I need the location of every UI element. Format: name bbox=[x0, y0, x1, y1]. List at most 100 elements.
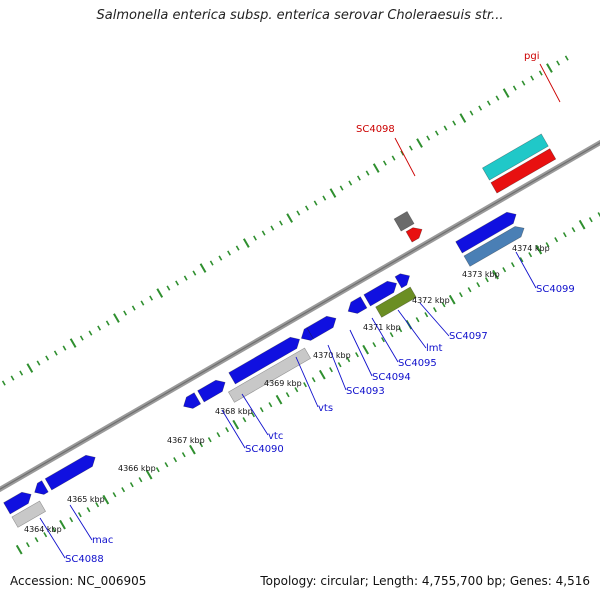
gene-label: SC4099 bbox=[536, 284, 575, 295]
gene-label: pgi bbox=[524, 51, 539, 62]
gene-leader-line bbox=[69, 504, 93, 541]
outer-tick-mark bbox=[538, 70, 543, 76]
genome-backbone-core bbox=[0, 142, 600, 490]
gene-vtc-blue bbox=[197, 379, 226, 403]
gene-leader-line bbox=[39, 517, 66, 559]
inner-tick-mark bbox=[484, 277, 489, 283]
inner-tick-mark bbox=[337, 362, 342, 368]
outer-tick-mark bbox=[36, 360, 41, 366]
inner-tick-mark bbox=[15, 544, 23, 555]
outer-tick-mark bbox=[183, 275, 188, 281]
inner-tick-mark bbox=[441, 302, 446, 308]
inner-tick-mark bbox=[145, 469, 153, 480]
outer-tick-mark bbox=[286, 213, 294, 223]
inner-tick-mark bbox=[502, 267, 507, 273]
outer-tick-mark bbox=[279, 220, 283, 226]
inner-tick-mark bbox=[362, 344, 370, 355]
gene-sc4099-blue bbox=[455, 211, 517, 254]
inner-tick-mark bbox=[216, 432, 221, 438]
inner-tick-mark bbox=[510, 262, 515, 268]
gene-lmt-blue bbox=[363, 280, 397, 307]
outer-tick-mark bbox=[530, 75, 535, 81]
outer-tick-mark bbox=[209, 260, 214, 266]
gene-sc4095-blue bbox=[347, 296, 368, 314]
gene-label: SC4098 bbox=[356, 124, 395, 135]
gene-leader-line bbox=[221, 409, 246, 449]
inner-tick-mark bbox=[458, 292, 463, 298]
gene-leader-line bbox=[394, 137, 416, 177]
inner-tick-mark bbox=[225, 427, 230, 433]
gene-sc4090-blue bbox=[183, 392, 202, 409]
map-title: Salmonella enterica subsp. enterica sero… bbox=[96, 8, 504, 23]
outer-tick-mark bbox=[426, 135, 431, 141]
inner-tick-mark bbox=[129, 482, 134, 488]
outer-tick-mark bbox=[242, 238, 250, 248]
inner-tick-mark bbox=[102, 494, 110, 505]
inner-tick-mark bbox=[173, 457, 178, 463]
gene-vts-blue bbox=[228, 336, 300, 385]
outer-tick-mark bbox=[235, 245, 240, 251]
gene-label: SC4094 bbox=[372, 372, 411, 383]
gene-label: vtc bbox=[268, 431, 283, 442]
inner-tick-mark bbox=[112, 492, 117, 498]
inner-tick-mark bbox=[346, 357, 351, 363]
outer-tick-mark bbox=[1, 380, 6, 386]
outer-tick-mark bbox=[339, 185, 344, 191]
outer-tick-mark bbox=[313, 200, 318, 206]
inner-tick-mark bbox=[303, 382, 307, 388]
inner-tick-mark bbox=[138, 477, 143, 483]
outer-tick-mark bbox=[512, 85, 517, 91]
tick-label: 4374 kbp bbox=[512, 244, 550, 253]
gene-mac-blue bbox=[44, 454, 96, 491]
inner-tick-mark bbox=[251, 412, 256, 418]
gene-label: lmt bbox=[426, 343, 443, 354]
outer-tick-mark bbox=[79, 335, 84, 341]
gene-leader-line bbox=[241, 393, 269, 436]
outer-tick-mark bbox=[478, 105, 483, 111]
outer-tick-mark bbox=[131, 305, 136, 311]
outer-tick-mark bbox=[502, 88, 510, 98]
outer-tick-mark bbox=[408, 145, 413, 151]
gene-pgi-cyan bbox=[482, 133, 549, 181]
inner-tick-mark bbox=[355, 352, 359, 358]
tick-label: 4365 kbp bbox=[67, 495, 105, 504]
inner-tick-mark bbox=[181, 452, 186, 458]
outer-tick-mark bbox=[356, 175, 361, 181]
inner-tick-mark bbox=[424, 312, 429, 318]
tick-label: 4368 kbp bbox=[215, 407, 253, 416]
inner-tick-mark bbox=[389, 332, 394, 338]
gene-label: SC4090 bbox=[245, 444, 284, 455]
inner-tick-mark bbox=[207, 437, 212, 443]
gene-leader-line bbox=[419, 302, 450, 337]
gene-sc4098-red bbox=[405, 227, 423, 243]
outer-tick-mark bbox=[443, 125, 448, 131]
inner-tick-mark bbox=[164, 462, 169, 468]
tick-label: 4366 kbp bbox=[118, 464, 156, 473]
gene-label: SC4097 bbox=[449, 331, 488, 342]
outer-tick-mark bbox=[382, 160, 387, 166]
inner-tick-mark bbox=[329, 367, 333, 373]
inner-tick-mark bbox=[86, 507, 91, 513]
inner-tick-mark bbox=[25, 542, 30, 548]
inner-tick-mark bbox=[398, 327, 403, 333]
inner-tick-mark bbox=[476, 282, 481, 288]
inner-tick-mark bbox=[59, 519, 66, 530]
outer-tick-mark bbox=[372, 163, 380, 173]
inner-tick-mark bbox=[199, 442, 204, 448]
outer-tick-mark bbox=[546, 63, 553, 73]
outer-tick-mark bbox=[166, 285, 171, 291]
outer-tick-mark bbox=[348, 180, 353, 186]
inner-tick-mark bbox=[519, 257, 524, 263]
gene-leader-line bbox=[371, 317, 399, 363]
gene-sc4098-grey bbox=[393, 211, 415, 232]
gene-sc4093-blue bbox=[300, 327, 314, 341]
gene-leader-line bbox=[539, 63, 561, 103]
outer-tick-mark bbox=[305, 205, 309, 211]
inner-tick-mark bbox=[285, 392, 290, 398]
gene-sc4097-blue bbox=[394, 273, 410, 289]
outer-tick-mark bbox=[322, 195, 327, 201]
gene-leader-line bbox=[349, 329, 373, 377]
outer-tick-mark bbox=[329, 188, 337, 198]
tick-label: 4364 kbp bbox=[24, 525, 62, 534]
